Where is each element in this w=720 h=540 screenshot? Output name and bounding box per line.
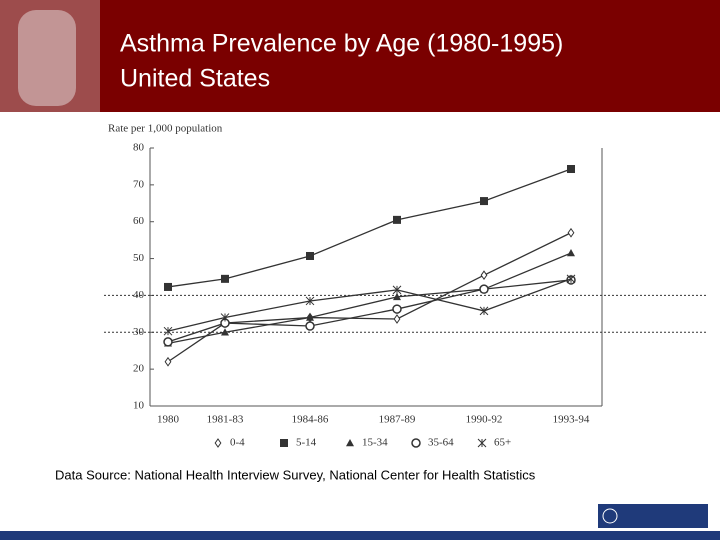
marker xyxy=(220,313,230,322)
y-tick-label: 10 xyxy=(133,400,145,412)
series-line xyxy=(167,278,572,332)
title-line: Asthma Prevalence by Age (1980-1995) xyxy=(120,30,563,58)
legend-label: 0-4 xyxy=(230,437,245,449)
marker xyxy=(566,274,576,284)
y-tick-label: 70 xyxy=(133,178,145,190)
marker xyxy=(567,249,575,257)
marker xyxy=(163,337,173,347)
marker xyxy=(305,296,315,306)
y-tick-label: 60 xyxy=(133,215,145,227)
x-tick-label: 1981-83 xyxy=(207,414,244,426)
x-tick-label: 1987-89 xyxy=(379,414,416,426)
series-line xyxy=(167,168,572,288)
y-tick-label: 40 xyxy=(133,289,145,301)
title-line: United States xyxy=(120,65,270,93)
marker xyxy=(221,328,229,336)
y-axis-label: Rate per 1,000 population xyxy=(108,123,223,135)
legend-label: 5-14 xyxy=(296,437,317,449)
x-tick-label: 1990-92 xyxy=(466,414,503,426)
source-note: Data Source: National Health Interview S… xyxy=(55,467,536,482)
marker xyxy=(221,274,229,283)
marker xyxy=(392,304,402,314)
x-tick-label: 1993-94 xyxy=(553,414,590,426)
x-tick-label: 1980 xyxy=(157,414,180,426)
marker xyxy=(479,306,489,316)
legend-label: 65+ xyxy=(494,437,511,449)
marker xyxy=(393,314,401,324)
y-tick-label: 50 xyxy=(133,252,145,264)
marker xyxy=(306,251,314,260)
series-line xyxy=(167,252,572,344)
marker xyxy=(480,270,488,281)
marker xyxy=(280,439,288,447)
x-tick-label: 1984-86 xyxy=(292,414,329,426)
y-tick-label: 80 xyxy=(133,142,145,154)
marker xyxy=(164,282,172,291)
logo xyxy=(598,504,708,528)
marker xyxy=(306,313,314,321)
legend-label: 15-34 xyxy=(362,437,388,449)
marker xyxy=(164,356,172,367)
marker xyxy=(411,438,421,448)
legend-label: 35-64 xyxy=(428,437,454,449)
y-tick-label: 30 xyxy=(133,326,145,338)
header-band xyxy=(0,0,720,112)
marker xyxy=(163,326,173,336)
marker xyxy=(214,438,222,448)
footer-band xyxy=(0,531,720,540)
marker xyxy=(477,438,487,448)
marker xyxy=(479,284,489,294)
marker xyxy=(480,197,488,206)
series-line xyxy=(167,232,572,363)
marker xyxy=(567,165,575,174)
marker xyxy=(346,439,354,447)
series-line xyxy=(167,279,572,343)
marker xyxy=(392,285,402,295)
marker xyxy=(393,215,401,224)
flask-shape xyxy=(18,10,76,106)
y-tick-label: 20 xyxy=(133,363,145,375)
logo-seal xyxy=(602,508,618,524)
marker xyxy=(567,227,575,238)
marker xyxy=(305,321,315,331)
marker xyxy=(393,292,401,301)
